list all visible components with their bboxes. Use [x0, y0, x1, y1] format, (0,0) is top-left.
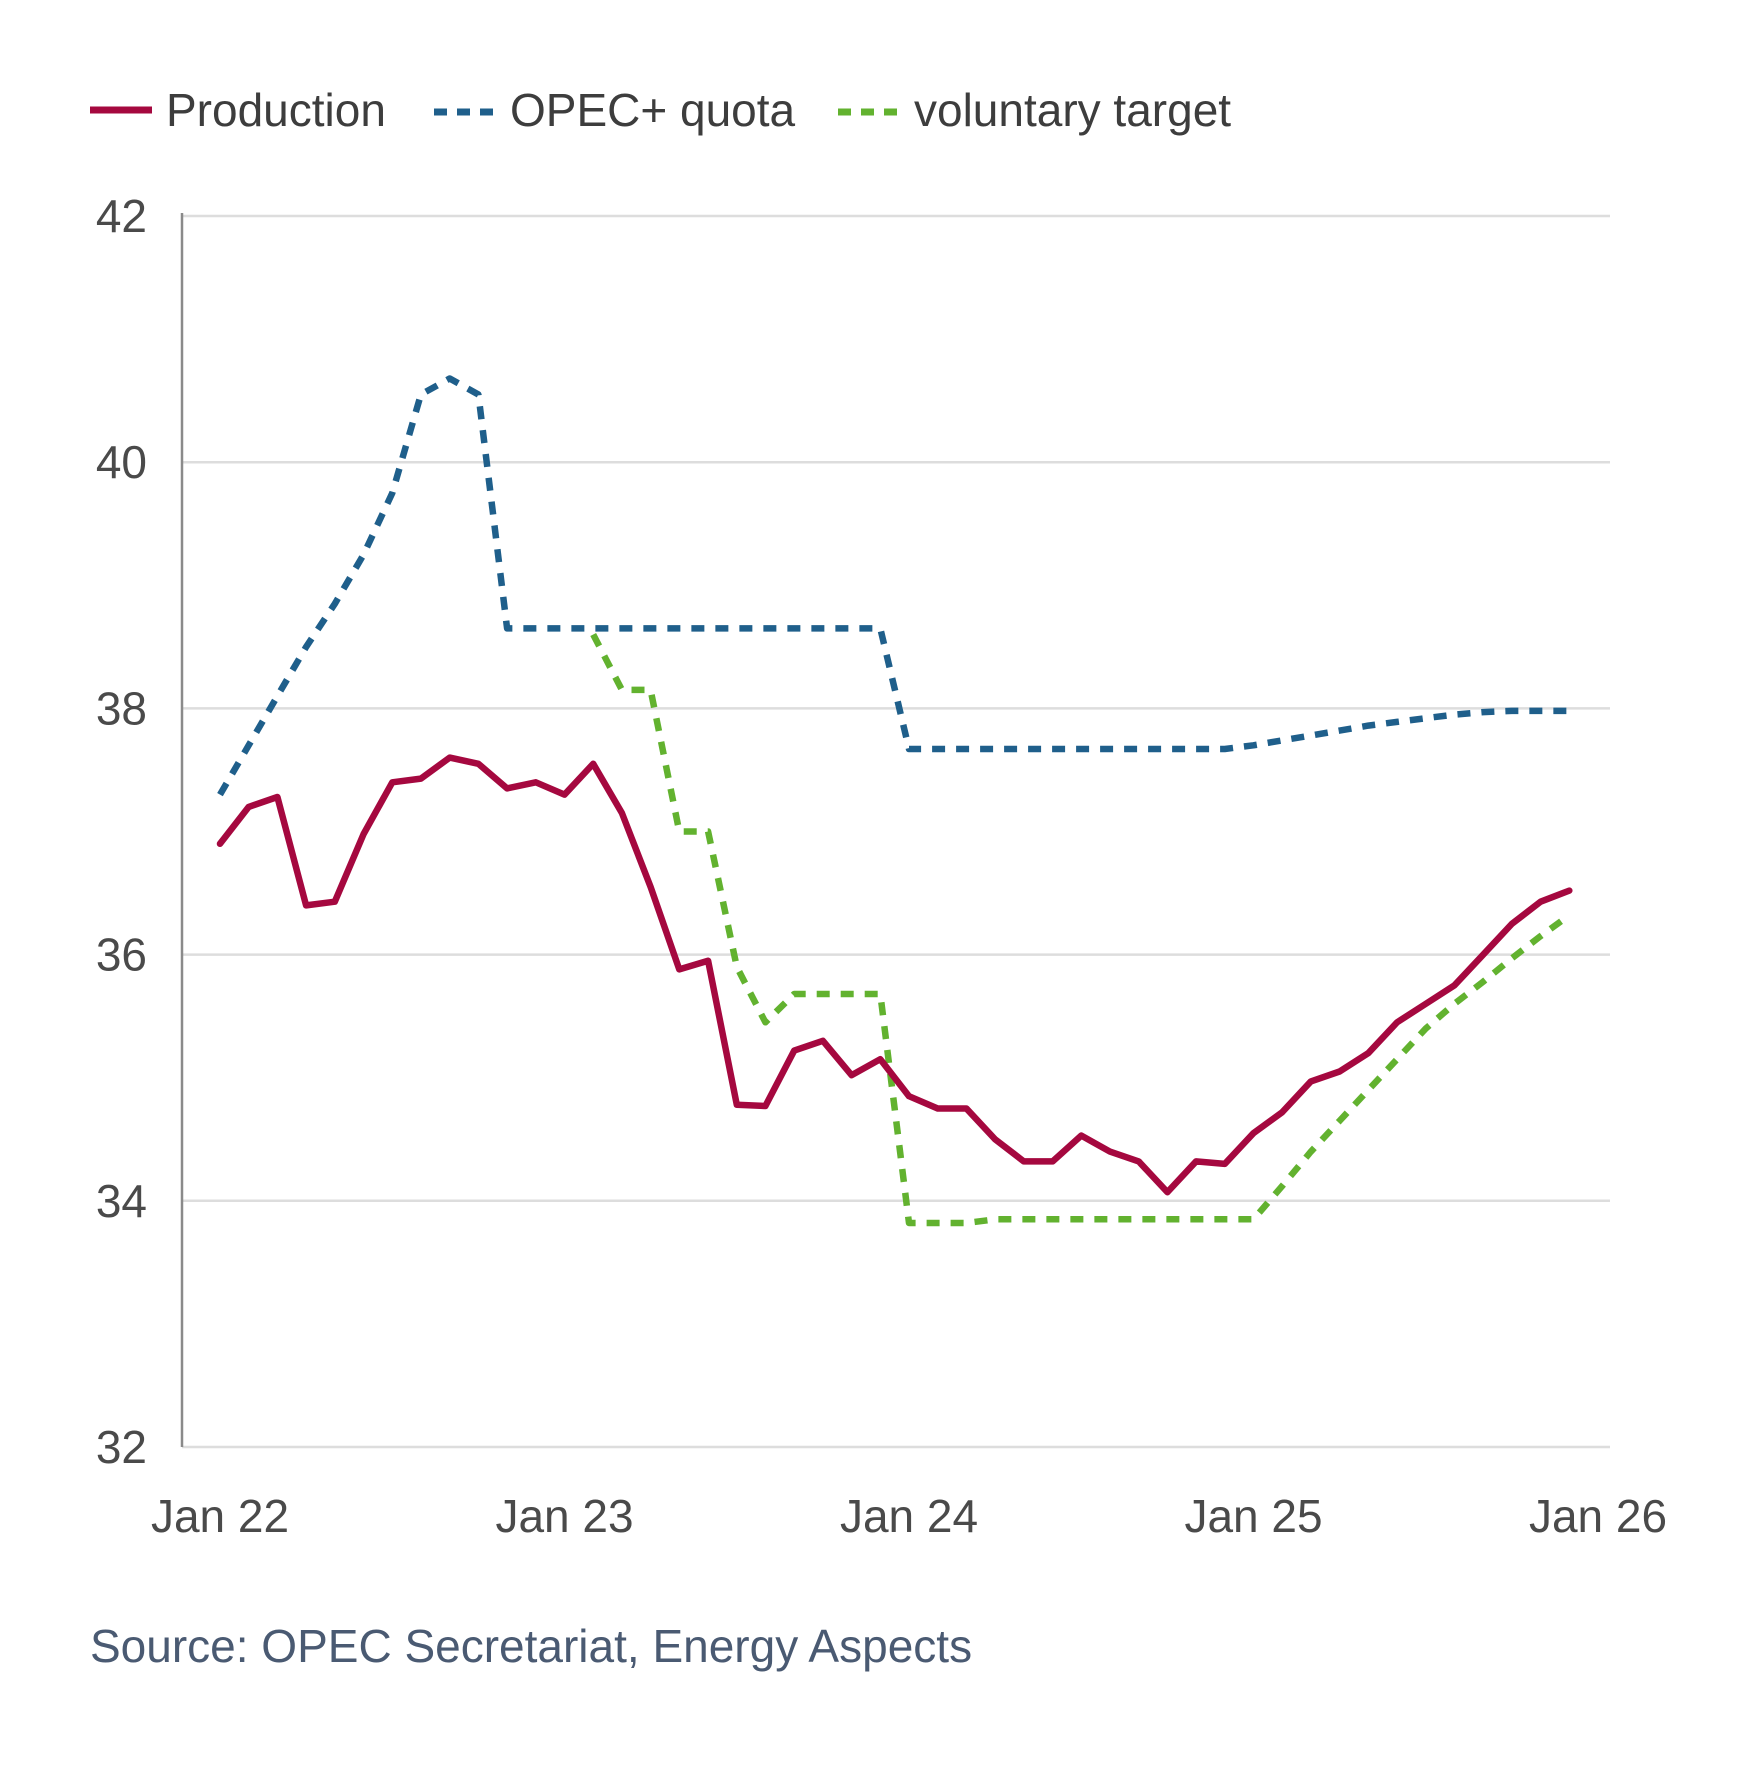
x-tick-label: Jan 23: [495, 1490, 633, 1542]
y-axis-ticks: 32 34 36 38 40 42: [96, 190, 147, 1473]
legend-label-voluntary-target: voluntary target: [914, 84, 1231, 136]
y-tick-label: 34: [96, 1175, 147, 1227]
legend-label-opec-quota: OPEC+ quota: [510, 84, 796, 136]
y-tick-label: 38: [96, 682, 147, 734]
y-tick-label: 36: [96, 929, 147, 981]
series-line-production: [216, 754, 1573, 1196]
x-tick-label: Jan 26: [1529, 1490, 1667, 1542]
y-tick-label: 32: [96, 1421, 147, 1473]
legend-item-voluntary-target: voluntary target: [838, 84, 1231, 136]
x-tick-label: Jan 24: [840, 1490, 978, 1542]
x-axis-ticks: Jan 22 Jan 23 Jan 24 Jan 25 Jan 26: [151, 1490, 1667, 1542]
series-line-opec-quota: [217, 375, 1570, 797]
gridlines: [182, 214, 1610, 1449]
source-note: Source: OPEC Secretariat, Energy Aspects: [90, 1620, 972, 1672]
legend-label-production: Production: [166, 84, 386, 136]
x-tick-label: Jan 25: [1184, 1490, 1322, 1542]
x-tick-label: Jan 22: [151, 1490, 289, 1542]
legend: Production OPEC+ quota voluntary target: [90, 84, 1231, 136]
series-line-voluntary-target: [590, 633, 1572, 1227]
series-lines: [216, 375, 1573, 1227]
legend-item-production: Production: [90, 84, 386, 136]
y-tick-label: 40: [96, 436, 147, 488]
legend-item-opec-quota: OPEC+ quota: [434, 84, 796, 136]
y-tick-label: 42: [96, 190, 147, 242]
